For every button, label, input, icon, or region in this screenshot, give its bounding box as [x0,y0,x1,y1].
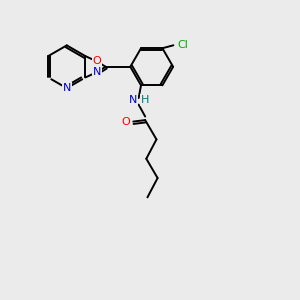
Text: H: H [141,95,149,105]
Text: N: N [63,83,71,93]
Text: O: O [122,117,130,127]
Text: Cl: Cl [177,40,188,50]
Text: N: N [129,95,137,105]
Text: O: O [93,56,101,66]
Text: N: N [93,67,101,77]
